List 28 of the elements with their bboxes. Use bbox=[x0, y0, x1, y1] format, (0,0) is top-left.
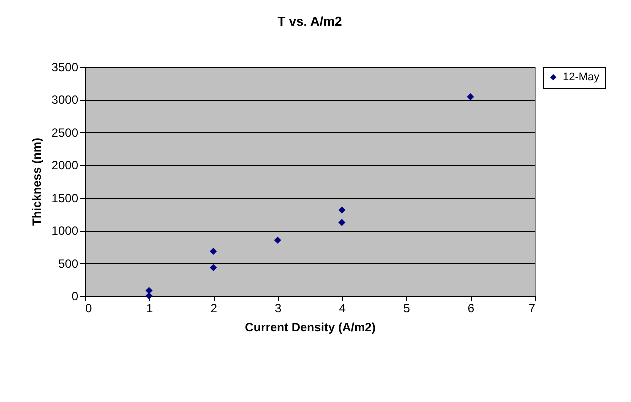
point bbox=[146, 287, 153, 294]
x-tick-label: 5 bbox=[404, 302, 411, 316]
y-axis-title: Thickness (nm) bbox=[30, 138, 44, 226]
x-axis-title: Current Density (A/m2) bbox=[245, 320, 376, 334]
x-tick-label: 4 bbox=[339, 302, 346, 316]
x-tick-label: 6 bbox=[468, 302, 475, 316]
legend-label: 12-May bbox=[563, 72, 600, 84]
y-tick-label: 1000 bbox=[52, 224, 79, 238]
x-tick-label: 7 bbox=[528, 302, 536, 316]
y-tick-label: 2000 bbox=[52, 158, 79, 173]
point bbox=[274, 236, 282, 244]
x-tick-label: 0 bbox=[86, 302, 92, 316]
point bbox=[210, 248, 218, 256]
y-tick-label: 0 bbox=[72, 290, 79, 304]
point bbox=[467, 94, 474, 101]
x-tick-label: 3 bbox=[275, 302, 282, 316]
y-tick-label: 3000 bbox=[52, 93, 79, 108]
y-tick-label: 1500 bbox=[52, 191, 79, 206]
point bbox=[146, 292, 153, 300]
y-tick-label: 2500 bbox=[52, 126, 79, 140]
point bbox=[338, 219, 346, 226]
y-tick-label: 3500 bbox=[52, 60, 79, 74]
x-tick-label: 1 bbox=[146, 302, 154, 316]
y-tick-label: 500 bbox=[58, 256, 79, 271]
point bbox=[338, 206, 346, 214]
x-tick-label: 2 bbox=[210, 302, 218, 316]
point bbox=[210, 264, 218, 272]
chart-title: T vs. A/m2 bbox=[278, 14, 342, 29]
